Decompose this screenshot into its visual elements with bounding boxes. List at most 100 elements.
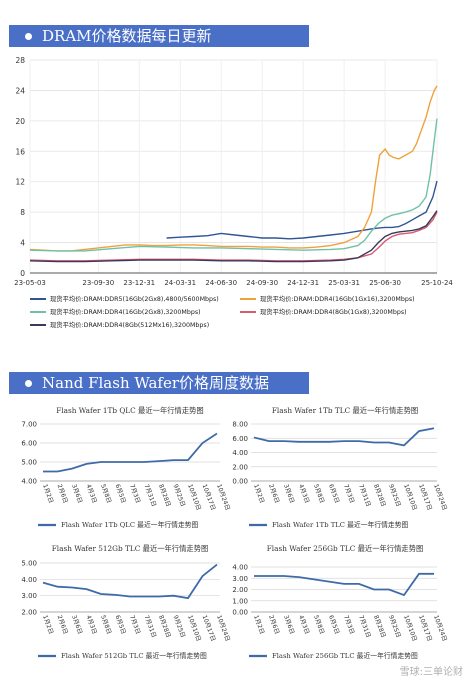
nand-y-tick-label: 1.00 [232, 597, 248, 605]
nand-x-tick-label: 4月3日 [85, 483, 98, 504]
nand-x-tick-label: 8月28日 [372, 483, 387, 507]
nand-y-tick-label: 6.00 [232, 435, 248, 443]
nand-legend-label: Flash Wafer 1Tb TLC 最近一年行情走势图 [272, 520, 409, 529]
nand-x-tick-label: 6月5日 [114, 483, 127, 504]
nand-x-tick-label: 2月6日 [56, 483, 69, 504]
dram-x-tick-label: 24-12-31 [287, 279, 319, 287]
nand-y-tick-label: 3.00 [21, 592, 37, 600]
nand-x-tick-label: 1月2日 [41, 614, 54, 635]
dram-section-title: DRAM价格数据每日更新 [42, 27, 212, 45]
nand-y-tick-label: 2.00 [21, 609, 37, 617]
dram-y-tick-label: 4 [20, 239, 25, 248]
nand-x-tick-label: 5月8日 [99, 483, 112, 504]
dram-x-tick-label: 25-10-24 [421, 279, 453, 287]
legend-label: 现货平均价:DRAM:DDR4(16Gb(2Gx8),3200Mbps) [50, 309, 201, 316]
nand-x-tick-label: 5月8日 [312, 614, 325, 635]
dram-y-tick-label: 16 [15, 147, 25, 156]
nand-y-tick-label: 2.00 [232, 463, 248, 471]
dram-y-tick-label: 24 [15, 86, 25, 95]
nand-x-tick-label: 8月28日 [157, 483, 172, 507]
nand-x-tick-label: 10月10日 [402, 614, 418, 642]
nand-x-tick-label: 4月3日 [85, 614, 98, 635]
nand-legend-label: Flash Wafer 512Gb TLC 最近一年行情走势图 [61, 651, 207, 660]
nand-x-tick-label: 10月24日 [432, 614, 448, 642]
dram-y-tick-label: 0 [20, 269, 25, 278]
nand-series-line [253, 427, 435, 447]
dram-x-tick-label: 25-06-30 [369, 279, 401, 287]
legend-swatch [30, 298, 46, 300]
nand-chart-title: Flash Wafer 1Tb QLC 最近一年行情走势图 [56, 406, 203, 415]
nand-legend-label: Flash Wafer 256Gb TLC 最近一年行情走势图 [272, 651, 418, 660]
legend-label: 现货平均价:DRAM:DDR5(16Gb(2Gx8),4800/5600Mbps… [50, 296, 219, 303]
dram-series-line [29, 85, 438, 252]
nand-x-tick-label: 3月6日 [70, 483, 83, 504]
nand-section-banner: Nand Flash Wafer价格周度数据 [9, 372, 309, 394]
nand-x-tick-label: 3月6日 [70, 614, 83, 635]
bullet-icon [25, 32, 32, 40]
nand-x-tick-label: 10月10日 [186, 614, 202, 642]
dram-y-tick-label: 28 [15, 56, 25, 65]
legend-swatch [30, 324, 46, 326]
dram-series-line [166, 180, 438, 240]
nand-x-tick-label: 6月5日 [114, 614, 127, 635]
nand-x-tick-label: 7月31日 [357, 614, 372, 638]
nand-x-tick-label: 8月28日 [157, 614, 172, 638]
nand-x-tick-label: 7月3日 [128, 483, 141, 504]
nand-series-line [254, 572, 434, 597]
nand-x-tick-label: 6月5日 [327, 614, 340, 635]
nand-x-tick-label: 4月3日 [297, 614, 310, 635]
nand-x-tick-label: 10月24日 [215, 483, 231, 511]
dram-y-tick-label: 12 [15, 178, 25, 187]
nand-x-tick-label: 9月25日 [172, 614, 187, 638]
nand-x-tick-label: 7月3日 [342, 614, 355, 635]
nand-x-tick-label: 7月31日 [357, 483, 372, 507]
nand-y-tick-label: 0.00 [232, 478, 248, 486]
nand-y-tick-label: 4.00 [232, 564, 248, 572]
nand-chart-title: Flash Wafer 512Gb TLC 最近一年行情走势图 [52, 544, 209, 553]
dram-series-line [29, 211, 438, 262]
dram-x-tick-label: 25-03-31 [328, 279, 360, 287]
legend-label: 现货平均价:DRAM:DDR4(8Gb(1Gx8),3200Mbps) [260, 309, 407, 316]
nand-y-tick-label: 6.00 [21, 440, 37, 448]
nand-x-tick-label: 9月25日 [172, 483, 187, 507]
nand-x-tick-label: 7月3日 [342, 483, 355, 504]
nand-x-tick-label: 1月2日 [252, 614, 265, 635]
nand-x-tick-label: 7月31日 [143, 614, 158, 638]
nand-y-tick-label: 4.00 [232, 449, 248, 457]
nand-x-tick-label: 2月6日 [56, 614, 69, 635]
legend-item-ddr4-8gb-1gx8: 现货平均价:DRAM:DDR4(8Gb(1Gx8),3200Mbps) [240, 307, 407, 316]
nand-y-tick-label: 2.00 [232, 586, 248, 594]
dram-x-tick-label: 24-03-31 [164, 279, 196, 287]
dram-y-tick-label: 20 [15, 117, 25, 126]
legend-item-ddr4-8gb-512mx16: 现货平均价:DRAM:DDR4(8Gb(512Mx16),3200Mbps) [30, 320, 209, 329]
nand-y-tick-label: 5.00 [21, 459, 37, 467]
nand-y-tick-label: 5.00 [21, 560, 37, 568]
nand-x-tick-label: 10月17日 [201, 483, 217, 511]
nand-x-tick-label: 2月6日 [267, 483, 280, 504]
nand-legend-label: Flash Wafer 1Tb QLC 最近一年行情走势图 [61, 520, 199, 529]
legend-label: 现货平均价:DRAM:DDR4(8Gb(512Mx16),3200Mbps) [50, 322, 210, 329]
bullet-icon [25, 379, 32, 387]
nand-series-line [42, 563, 218, 600]
legend-swatch [30, 311, 46, 313]
nand-y-tick-label: 0.00 [232, 609, 248, 617]
dram-series-line [29, 210, 438, 263]
nand-x-tick-label: 3月6日 [282, 483, 295, 504]
nand-x-tick-label: 3月6日 [282, 614, 295, 635]
nand-x-tick-label: 4月3日 [297, 483, 310, 504]
nand-x-tick-label: 7月31日 [143, 483, 158, 507]
nand-y-tick-label: 4.00 [21, 576, 37, 584]
nand-x-tick-label: 5月8日 [312, 483, 325, 504]
nand-chart-title: Flash Wafer 1Tb TLC 最近一年行情走势图 [272, 406, 418, 415]
nand-x-tick-label: 10月10日 [186, 483, 202, 511]
dram-x-tick-label: 24-06-30 [205, 279, 237, 287]
nand-x-tick-label: 8月28日 [372, 614, 387, 638]
nand-y-tick-label: 3.00 [232, 575, 248, 583]
dram-series-line [29, 118, 438, 252]
nand-x-tick-label: 7月3日 [128, 614, 141, 635]
nand-x-tick-label: 1月2日 [41, 483, 54, 504]
nand-x-tick-label: 6月5日 [327, 483, 340, 504]
dram-section-banner: DRAM价格数据每日更新 [9, 25, 309, 47]
nand-y-tick-label: 7.00 [21, 421, 37, 429]
